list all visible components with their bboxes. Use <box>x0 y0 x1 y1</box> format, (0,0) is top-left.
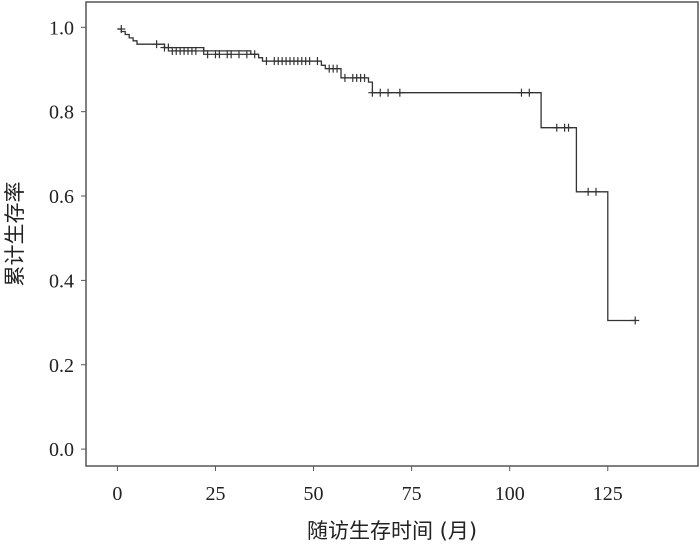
y-tick-label: 0.4 <box>49 270 74 292</box>
censor-mark <box>191 46 200 55</box>
censor-mark <box>395 88 404 97</box>
censor-marks <box>117 24 640 325</box>
censor-mark <box>564 123 573 132</box>
y-axis-label: 累计生存率 <box>3 182 27 287</box>
censor-mark <box>333 64 342 73</box>
x-tick-label: 50 <box>304 483 324 505</box>
y-tick-label: 0.6 <box>49 186 74 208</box>
x-tick-label: 100 <box>495 483 525 505</box>
censor-mark <box>242 50 251 59</box>
x-tick-label: 125 <box>593 483 623 505</box>
censor-mark <box>117 24 126 33</box>
censor-mark <box>592 187 600 196</box>
censor-mark <box>360 73 369 82</box>
y-tick-label: 1.0 <box>49 17 74 39</box>
censor-mark <box>262 57 271 66</box>
plot-frame <box>85 1 699 467</box>
x-tick-label: 0 <box>112 483 122 505</box>
axis-ticks: 0 25 50 75 100 125 0.0 0.2 0.4 0.6 0.8 1.0 <box>49 17 623 505</box>
series-group <box>117 28 636 322</box>
censor-mark <box>631 316 640 325</box>
y-tick-label: 0.2 <box>49 355 74 377</box>
censor-mark <box>376 88 385 97</box>
x-axis-label: 随访生存时间 (月) <box>307 519 477 543</box>
censor-mark <box>340 73 349 82</box>
censor-mark <box>203 50 212 59</box>
censor-mark <box>384 88 393 97</box>
x-tick-label: 75 <box>402 483 422 505</box>
censor-mark <box>584 187 593 196</box>
survival-curve <box>117 28 636 322</box>
x-tick-label: 25 <box>205 483 225 505</box>
censor-mark <box>164 43 173 52</box>
y-tick-label: 0.8 <box>49 102 74 124</box>
censor-mark <box>305 57 314 66</box>
censor-mark <box>152 40 161 49</box>
censor-mark <box>227 50 236 59</box>
censor-mark <box>215 50 224 59</box>
censor-mark <box>199 46 208 55</box>
censor-mark <box>517 88 526 97</box>
censor-mark <box>368 88 377 97</box>
censor-mark <box>235 50 243 59</box>
censor-mark <box>525 88 534 97</box>
censor-mark <box>552 123 561 132</box>
censor-mark <box>313 57 322 66</box>
y-tick-label: 0.0 <box>49 439 74 461</box>
censor-mark <box>250 50 259 59</box>
